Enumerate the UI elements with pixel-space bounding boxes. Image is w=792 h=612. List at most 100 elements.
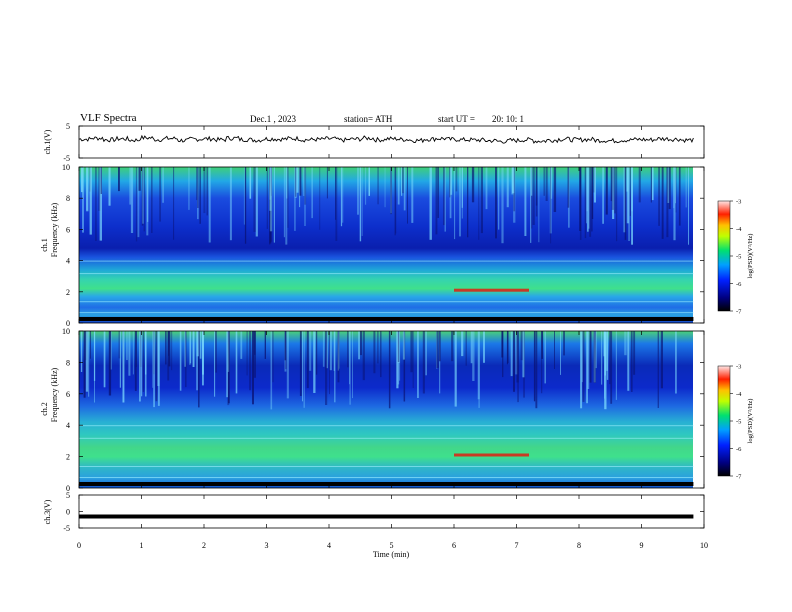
spectrogram-streak xyxy=(335,167,337,220)
x-tick-label: 1 xyxy=(140,541,144,550)
spectrogram-streak xyxy=(285,167,288,245)
x-tick-label: 3 xyxy=(265,541,269,550)
spectrogram-streak xyxy=(675,167,676,204)
spectrogram-streak xyxy=(185,331,187,388)
spectrogram-streak xyxy=(533,331,536,402)
y-tick-label: 5 xyxy=(66,122,70,131)
spectrogram-streak xyxy=(668,167,671,210)
ch3-ylabel: ch.3(V) xyxy=(43,499,52,524)
spectrogram-tone-line xyxy=(79,425,694,427)
spectrogram-streak xyxy=(359,167,362,242)
spectrogram-streak xyxy=(422,331,425,394)
spectrogram-tone-line xyxy=(79,260,694,262)
x-tick-label: 0 xyxy=(77,541,81,550)
spectrogram-streak xyxy=(554,331,555,369)
spectrogram-streak xyxy=(581,331,583,383)
spectrogram-streak xyxy=(401,167,403,196)
spectrogram-streak xyxy=(511,167,514,195)
spectrogram-streak xyxy=(530,167,532,243)
spectrogram-streak xyxy=(82,167,84,233)
spectrogram-streak xyxy=(651,167,654,201)
spectrogram-streak xyxy=(128,331,131,376)
spectrogram-streak xyxy=(189,331,191,365)
spectrogram-streak xyxy=(299,167,302,196)
spectrogram-streak xyxy=(593,331,596,383)
spectrogram-streak xyxy=(535,331,538,409)
spectrogram-streak xyxy=(589,167,592,237)
spectrogram-streak xyxy=(155,331,158,402)
spectrogram-streak xyxy=(675,167,677,213)
spectrogram-streak xyxy=(535,167,538,206)
spectrogram-streak xyxy=(108,331,112,396)
spectrogram-streak xyxy=(524,167,527,236)
spectrogram-streak xyxy=(630,331,633,392)
spectrogram-streak xyxy=(134,331,137,391)
spectrogram-streak xyxy=(229,167,232,241)
spectrogram-streak xyxy=(197,167,199,208)
spectrogram-streak xyxy=(535,167,538,217)
spectrogram-streak xyxy=(141,331,143,397)
spectrogram-streak xyxy=(138,167,141,191)
spectrogram-streak xyxy=(436,331,439,368)
spectrogram-streak xyxy=(626,167,630,224)
ch1-waveform-frame xyxy=(78,125,705,159)
spectrogram-streak xyxy=(122,331,125,403)
spectrogram-streak xyxy=(329,331,332,371)
ch1-spec-channel-label: ch.1 xyxy=(40,238,49,252)
x-tick-label: 6 xyxy=(452,541,456,550)
spectrogram-streak xyxy=(89,331,91,359)
spectrogram-streak xyxy=(81,167,83,193)
spectrogram-streak xyxy=(417,331,419,398)
spectrogram-streak xyxy=(673,167,676,241)
spectrogram-streak xyxy=(349,331,351,405)
spectrogram-streak xyxy=(352,331,353,399)
spectrogram-streak xyxy=(203,167,206,214)
spectrogram-tone-line xyxy=(79,437,694,439)
spectrogram-streak xyxy=(208,167,211,243)
spectrogram-streak xyxy=(522,331,525,378)
spectrogram-streak xyxy=(589,331,592,383)
spectrogram-streak xyxy=(394,167,396,236)
spectrogram-streak xyxy=(616,167,618,242)
spectrogram-streak xyxy=(368,167,370,196)
spectrogram-streak xyxy=(151,167,153,233)
spectrogram-streak xyxy=(470,331,473,364)
spectrogram-streak xyxy=(118,167,120,192)
spectrogram-streak xyxy=(266,167,268,229)
spectrogram-tone-line xyxy=(79,477,694,478)
spectrogram-streak xyxy=(98,167,101,211)
spectrogram-streak xyxy=(196,167,198,201)
x-tick-label: 10 xyxy=(700,541,708,550)
spectrogram-streak xyxy=(304,167,307,205)
spectrogram-streak xyxy=(384,167,386,208)
spectrogram-streak xyxy=(579,167,582,231)
y-tick-label: 6 xyxy=(66,225,70,234)
x-tick-label: 4 xyxy=(327,541,331,550)
spectrogram-streak xyxy=(402,331,405,360)
colorbar-tick-label: -6 xyxy=(736,446,742,453)
spectrogram-streak xyxy=(587,331,590,389)
spectrogram-streak xyxy=(538,167,540,243)
spectrogram-streak xyxy=(611,167,614,210)
ch1-ylabel: ch.1(V) xyxy=(43,129,52,154)
spectrogram-streak xyxy=(142,331,145,392)
spectrogram-streak xyxy=(119,331,121,388)
spectrogram-streak xyxy=(168,331,171,367)
spectrogram-streak xyxy=(86,167,89,212)
spectrogram-streak xyxy=(531,167,533,229)
spectrogram-streak xyxy=(192,331,195,367)
spectrogram-streak xyxy=(627,331,630,391)
spectrogram-streak xyxy=(472,331,475,381)
spectrogram-streak xyxy=(227,331,230,372)
spectrogram-streak xyxy=(130,167,134,233)
spectrogram-streak xyxy=(403,331,406,402)
spectrogram-streak xyxy=(543,167,545,196)
spectrogram-streak xyxy=(357,167,359,215)
spectrogram-streak xyxy=(326,167,328,199)
spectrogram-streak xyxy=(673,167,675,209)
spectrogram-streak xyxy=(303,331,305,408)
ch2-spectrogram-panel xyxy=(78,330,705,489)
spectrogram-streak xyxy=(465,331,467,366)
spectrogram-streak xyxy=(580,331,583,409)
spectrogram-streak xyxy=(591,167,593,232)
